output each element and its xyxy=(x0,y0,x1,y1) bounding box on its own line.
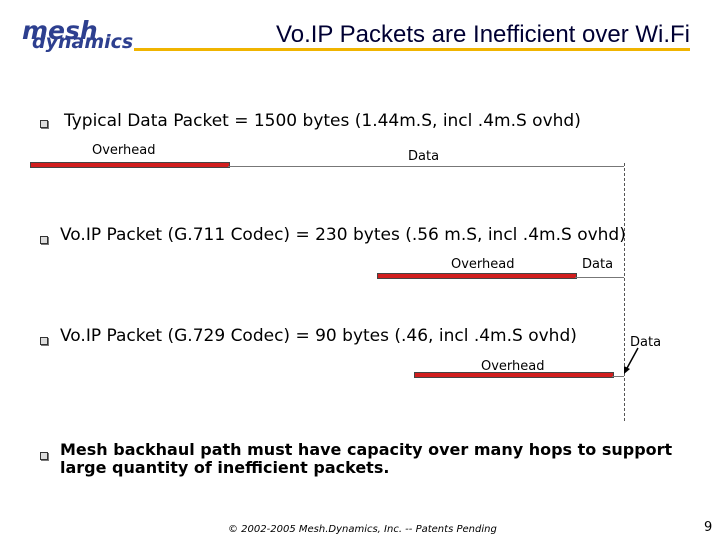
backhaul-text: Mesh backhaul path must have capacity ov… xyxy=(60,440,673,477)
slide-title: Vo.IP Packets are Inefficient over Wi.Fi xyxy=(276,21,690,48)
bullet-icon xyxy=(40,452,48,460)
overhead-label: Overhead xyxy=(92,143,156,158)
logo-dynamics-text: dynamics xyxy=(32,31,134,53)
data-bar xyxy=(612,376,624,377)
footer-copyright: © 2002-2005 Mesh.Dynamics, Inc. -- Paten… xyxy=(228,524,497,535)
data-pointer-arrow xyxy=(624,347,639,374)
overhead-bar xyxy=(377,273,577,279)
data-label: Data xyxy=(408,149,440,164)
data-bar xyxy=(575,277,624,278)
data-bar xyxy=(228,166,624,167)
g729-packet-text: Vo.IP Packet (G.729 Codec) = 90 bytes (.… xyxy=(60,326,577,346)
overhead-bar xyxy=(414,372,614,378)
bullet-icon xyxy=(40,337,48,345)
overhead-bar xyxy=(30,162,230,168)
page-number: 9 xyxy=(704,520,713,535)
overhead-label: Overhead xyxy=(481,359,545,374)
g711-packet-text: Vo.IP Packet (G.711 Codec) = 230 bytes (… xyxy=(60,225,626,245)
logo-mesh-text: mesh xyxy=(22,16,98,45)
overhead-label: Overhead xyxy=(451,257,515,272)
data-packet-text: Typical Data Packet = 1500 bytes (1.44m.… xyxy=(64,111,581,131)
title-rule xyxy=(134,48,690,51)
bullet-icon xyxy=(40,120,48,128)
bullet-icon xyxy=(40,236,48,244)
timeline-dashed-line xyxy=(624,163,625,421)
data-label: Data xyxy=(630,335,662,350)
data-label: Data xyxy=(582,257,614,272)
